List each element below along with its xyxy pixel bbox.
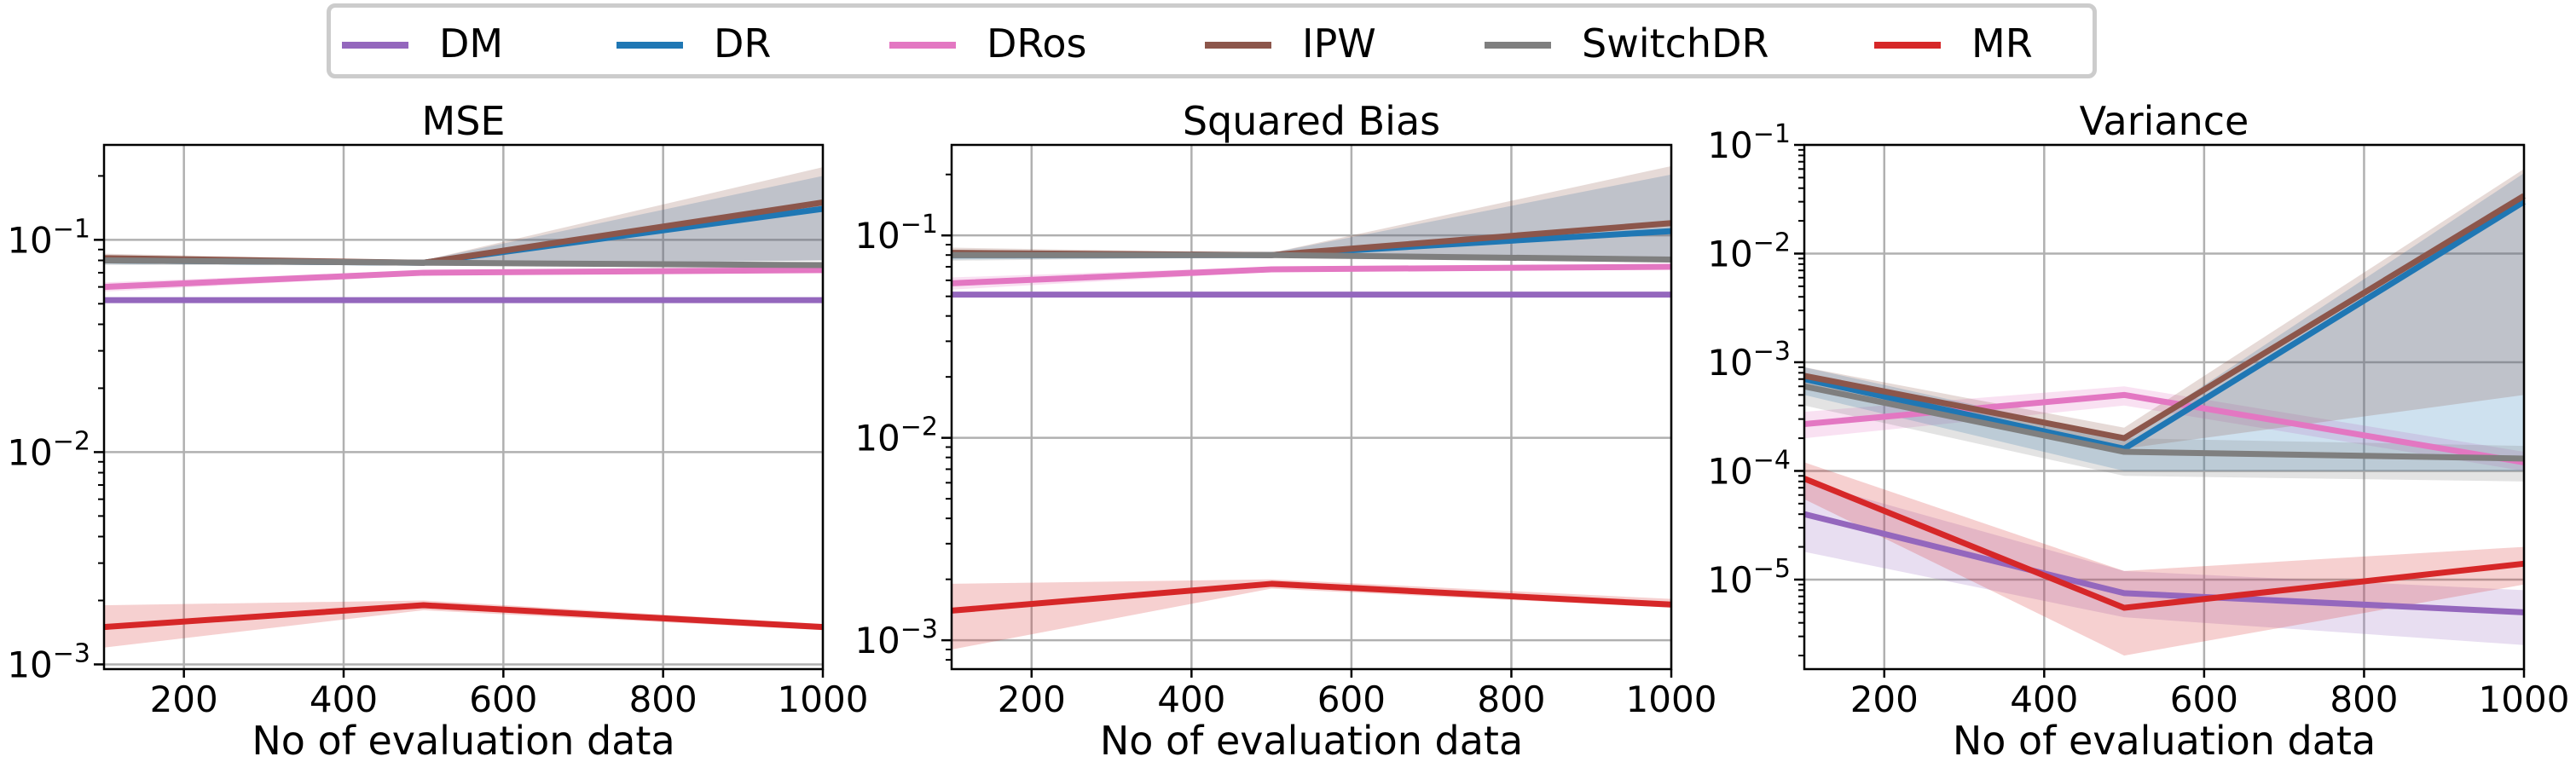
plot-frame xyxy=(102,143,825,671)
x-tick-label: 800 xyxy=(629,678,698,720)
x-tick-label: 1000 xyxy=(778,678,869,720)
band-dr xyxy=(1804,173,2524,471)
legend-label-mr: MR xyxy=(1971,20,2033,66)
series-line-dros xyxy=(103,267,824,291)
legend-swatch-switchdr xyxy=(1485,42,1551,49)
x-tick-label: 800 xyxy=(1477,678,1545,720)
y-tick-label: 10−5 xyxy=(1707,554,1791,601)
legend: DM DR DRos IPW SwitchDR MR xyxy=(327,3,2097,78)
legend-swatch-mr xyxy=(1874,42,1941,49)
y-tick-label: 10−1 xyxy=(1707,119,1791,166)
y-tick-label: 10−2 xyxy=(7,426,90,473)
x-axis-label: No of evaluation data xyxy=(1953,718,2376,764)
y-tick-label: 10−4 xyxy=(1707,445,1791,492)
band-ipw xyxy=(952,165,1671,261)
series-line-mr xyxy=(103,602,824,631)
x-tick-label: 400 xyxy=(2010,678,2078,720)
legend-swatch-ipw xyxy=(1205,42,1271,49)
y-tick-label: 10−1 xyxy=(854,210,938,257)
y-tick-label: 10−1 xyxy=(7,214,90,261)
legend-swatch-dm xyxy=(342,42,408,49)
series-line-mr xyxy=(1803,476,2525,611)
plot-frame xyxy=(950,143,1673,671)
x-axis-label: No of evaluation data xyxy=(252,718,674,764)
x-tick-label: 200 xyxy=(1850,678,1919,720)
x-axis-label: No of evaluation data xyxy=(1100,718,1523,764)
y-tick-label: 10−3 xyxy=(7,638,90,685)
band-ipw xyxy=(104,167,823,266)
y-tick-label: 10−3 xyxy=(854,615,938,661)
x-tick-label: 1000 xyxy=(1626,678,1717,720)
x-tick-label: 400 xyxy=(1157,678,1225,720)
chart-panel-variance: 200 400 600 800 1000 10−5 10−4 10−3 10−2 10−1 Vari… xyxy=(1707,98,2569,764)
band-dr xyxy=(104,176,823,266)
series-line-switchdr xyxy=(952,251,1672,263)
x-tick-label: 200 xyxy=(150,678,218,720)
y-tick-label: 10−3 xyxy=(1707,337,1791,384)
band-ipw xyxy=(1804,169,2524,449)
legend-label-ipw: IPW xyxy=(1302,20,1376,66)
series-line-dros xyxy=(951,263,1672,286)
chart-title: Squared Bias xyxy=(1183,98,1440,144)
x-tick-label: 600 xyxy=(469,678,537,720)
series-line-dm xyxy=(1803,511,2525,615)
series-line-mr xyxy=(951,580,1672,614)
legend-swatch-dros xyxy=(889,42,956,49)
band-mr xyxy=(1804,462,2524,656)
series-line-dros xyxy=(1803,391,2525,465)
x-tick-label: 1000 xyxy=(2479,678,2570,720)
band-mr xyxy=(952,579,1671,650)
chart-title: Variance xyxy=(2080,98,2249,144)
x-tick-label: 400 xyxy=(310,678,378,720)
y-tick-label: 10−2 xyxy=(854,413,938,459)
plot-frame xyxy=(1803,143,2526,671)
series-line-ipw xyxy=(1803,193,2526,442)
chart-panel-squared-bias: 200 400 600 800 1000 10−3 10−2 10−1 Squared Bias… xyxy=(854,98,1716,764)
x-tick-label: 600 xyxy=(2170,678,2238,720)
legend-label-dm: DM xyxy=(439,20,504,66)
series-line-switchdr xyxy=(1803,383,2525,462)
legend-swatch-dr xyxy=(617,42,683,49)
series-line-dr xyxy=(1803,199,2526,452)
legend-label-dros: DRos xyxy=(987,20,1087,66)
x-tick-label: 600 xyxy=(1317,678,1386,720)
y-tick-label: 10−2 xyxy=(1707,228,1791,274)
legend-label-switchdr: SwitchDR xyxy=(1582,20,1769,66)
x-tick-label: 800 xyxy=(2330,678,2398,720)
x-tick-label: 200 xyxy=(998,678,1066,720)
chart-panel-mse: 200 400 600 800 1000 10−3 10−2 10−1 MSE No of eva… xyxy=(7,98,868,764)
chart-title: MSE xyxy=(422,98,506,144)
legend-label-dr: DR xyxy=(714,20,772,66)
series-line-switchdr xyxy=(103,257,824,269)
